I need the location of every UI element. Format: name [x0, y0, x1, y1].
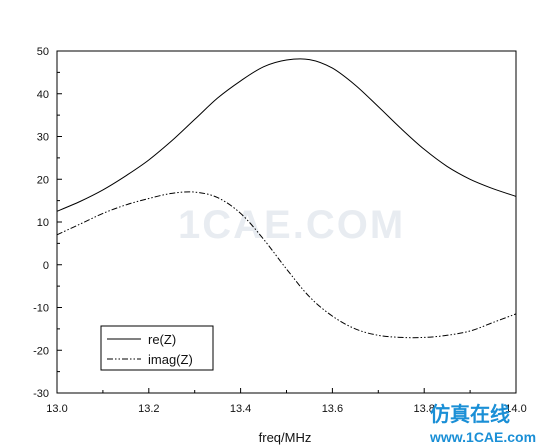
series-line-re [56, 58, 517, 212]
y-axis: -30 -20 -10 0 10 20 30 40 50 [33, 46, 62, 400]
series-layer [56, 58, 517, 339]
brand-watermark: 仿真在线 www.1CAE.com [429, 402, 536, 445]
y-tick-label: 10 [37, 217, 49, 229]
x-tick-label: 13.2 [138, 403, 159, 415]
x-tick-label: 13.0 [46, 403, 67, 415]
x-axis: 13.0 13.2 13.4 13.6 13.8 14.0 [46, 388, 527, 415]
brand-url-text: www.1CAE.com [429, 429, 536, 445]
y-tick-label: 40 [37, 89, 49, 101]
legend-label: re(Z) [148, 332, 176, 347]
x-tick-label: 13.8 [413, 403, 434, 415]
watermark-center-text: 1CAE.COM [178, 203, 405, 247]
legend-box [100, 325, 214, 371]
legend: re(Z) imag(Z) [100, 325, 214, 371]
y-tick-label: -10 [33, 303, 49, 315]
series-line-imag [56, 191, 517, 339]
brand-cn-text: 仿真在线 [430, 402, 510, 426]
y-tick-label: -20 [33, 345, 49, 357]
x-tick-label: 13.4 [230, 403, 251, 415]
x-tick-label: 14.0 [505, 403, 526, 415]
y-tick-label: 0 [43, 260, 49, 272]
x-tick-label: 13.6 [322, 403, 343, 415]
legend-label: imag(Z) [148, 352, 193, 367]
y-tick-label: -30 [33, 388, 49, 400]
x-axis-title: freq/MHz [259, 430, 312, 445]
y-tick-label: 20 [37, 174, 49, 186]
y-tick-label: 50 [37, 46, 49, 58]
y-tick-label: 30 [37, 132, 49, 144]
